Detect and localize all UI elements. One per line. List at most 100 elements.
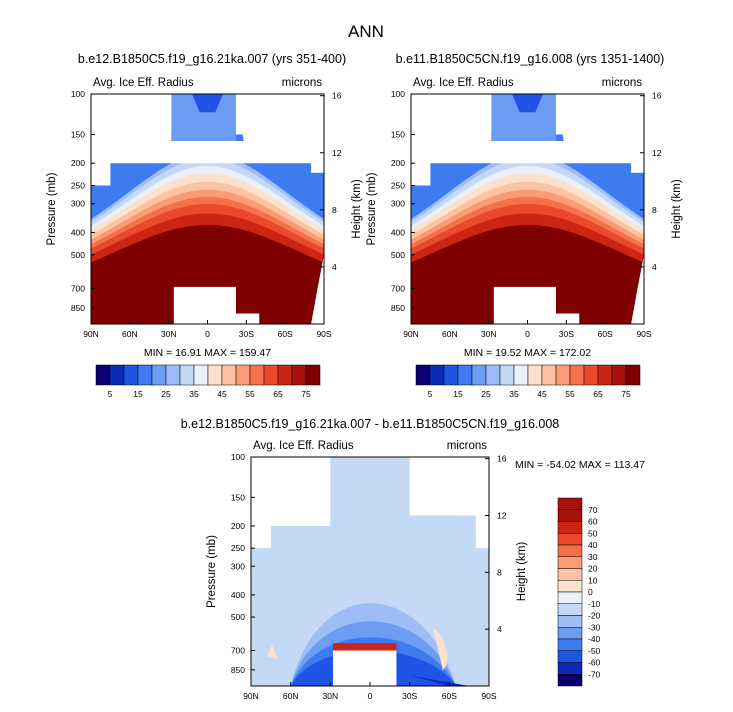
colorbar-right: 5 15 25 35 45 55 65 75	[415, 364, 641, 399]
x-tick-label: 30N	[323, 691, 339, 701]
colorbar-label: 45	[217, 389, 227, 399]
panel-title: b.e12.B1850C5.f19_g16.21ka.007 (yrs 351-…	[78, 52, 346, 66]
colorbar-label: -30	[588, 622, 601, 632]
pressure-tick-label: 100	[71, 89, 85, 99]
x-tick-label: 30S	[559, 329, 574, 339]
heatmap-band	[332, 643, 397, 651]
pressure-tick-label: 250	[231, 543, 245, 553]
pressure-tick-label: 400	[231, 590, 245, 600]
colorbar-label: 60	[588, 517, 598, 527]
heatmap-band	[491, 94, 556, 141]
colorbar-swatch	[235, 364, 251, 386]
colorbar-swatch	[109, 364, 125, 386]
colorbar-swatch	[557, 638, 583, 651]
heatmap-band	[409, 675, 470, 686]
pressure-tick-label: 100	[231, 452, 245, 462]
colorbar-label: -70	[588, 669, 601, 679]
colorbar-swatch	[557, 603, 583, 616]
pressure-tick-label: 700	[71, 283, 85, 293]
x-tick-label: 30N	[481, 329, 497, 339]
blank-region	[409, 457, 489, 549]
colorbar-label: 5	[428, 389, 433, 399]
pressure-tick-label: 200	[391, 158, 405, 168]
colorbar-swatch	[193, 364, 209, 386]
colorbar-label: 75	[621, 389, 631, 399]
colorbar-swatch	[583, 364, 599, 386]
heatmap-band	[433, 628, 448, 670]
x-tick-label: 30S	[239, 329, 254, 339]
x-tick-label: 0	[525, 329, 530, 339]
colorbar-swatch	[179, 364, 195, 386]
x-tick-label: 90S	[636, 329, 651, 339]
pressure-tick-label: 150	[231, 492, 245, 502]
colorbar-label: 15	[133, 389, 143, 399]
panel-left: 90N 60N 30N 0 30S 60S 90S 100 150 200 250 300 400 500…	[46, 52, 363, 359]
colorbar-swatch	[557, 580, 583, 593]
blank-region	[91, 94, 324, 186]
colorbar-swatch	[557, 591, 583, 604]
pressure-tick-label: 850	[231, 665, 245, 675]
heatmap-field	[411, 94, 644, 324]
pressure-tick-label: 850	[391, 303, 405, 313]
colorbar-swatch	[557, 615, 583, 628]
colorbar-swatch	[95, 364, 111, 386]
pressure-tick-label: 300	[231, 561, 245, 571]
colorbar-label: 75	[301, 389, 311, 399]
pressure-tick-label: 150	[71, 130, 85, 140]
colorbar-swatch	[557, 650, 583, 663]
colorbar-swatch	[557, 509, 583, 522]
x-tick-label: 90N	[83, 329, 99, 339]
x-tick-label: 90S	[481, 691, 496, 701]
panel-difference: 90N 60N 30N 0 30S 60S 90S100150200250300400500…	[181, 417, 645, 701]
units-label: microns	[282, 77, 323, 89]
colorbar-label: 40	[588, 540, 598, 550]
panel-title: b.e12.B1850C5.f19_g16.21ka.007 - b.e11.B…	[181, 417, 560, 431]
heatmap-band	[266, 644, 278, 659]
colorbar-label: 55	[245, 389, 255, 399]
height-tick-label: 8	[652, 205, 657, 215]
height-tick-label: 16	[652, 91, 662, 101]
blank-region	[251, 457, 331, 549]
x-tick-label: 60S	[278, 329, 293, 339]
right-axis-label: Height (km)	[671, 179, 683, 239]
colorbar-swatch	[557, 497, 583, 510]
colorbar-swatch	[443, 364, 459, 386]
colorbar-swatch	[557, 674, 583, 687]
blank-region	[173, 286, 260, 324]
colorbar-label: 5	[108, 389, 113, 399]
variable-label: Avg. Ice Eff. Radius	[253, 440, 354, 452]
colorbar-swatch	[557, 533, 583, 546]
colorbar-label: -20	[588, 611, 601, 621]
colorbar-label: 25	[161, 389, 171, 399]
colorbar-label: 0	[588, 587, 593, 597]
height-tick-label: 16	[497, 454, 507, 464]
pressure-tick-label: 200	[71, 158, 85, 168]
colorbar-swatch	[527, 364, 543, 386]
pressure-tick-label: 700	[391, 283, 405, 293]
colorbar-swatch	[207, 364, 223, 386]
x-tick-label: 0	[368, 691, 373, 701]
x-tick-label: 60S	[598, 329, 613, 339]
colorbar-label: 30	[588, 552, 598, 562]
colorbar-label: 35	[509, 389, 519, 399]
colorbar-swatch	[557, 568, 583, 581]
variable-label: Avg. Ice Eff. Radius	[413, 77, 514, 89]
x-tick-label: 60N	[283, 691, 299, 701]
colorbar-label: 15	[453, 389, 463, 399]
pressure-tick-label: 500	[231, 612, 245, 622]
colorbar-label: 55	[565, 389, 575, 399]
colorbar-swatch	[597, 364, 613, 386]
colorbar-swatch	[557, 521, 583, 534]
pressure-tick-label: 500	[71, 250, 85, 260]
x-tick-label: 90N	[403, 329, 419, 339]
colorbar-label: 10	[588, 575, 598, 585]
min-max-label: MIN = 19.52 MAX = 172.02	[464, 347, 591, 359]
colorbar-swatch	[151, 364, 167, 386]
x-tick-label: 90N	[243, 691, 259, 701]
height-tick-label: 16	[332, 91, 342, 101]
colorbar-swatch	[429, 364, 445, 386]
min-max-label: MIN = -54.02 MAX = 113.47	[515, 459, 645, 471]
pressure-tick-label: 700	[231, 646, 245, 656]
height-tick-label: 12	[332, 148, 342, 158]
heatmap-band	[191, 94, 224, 113]
